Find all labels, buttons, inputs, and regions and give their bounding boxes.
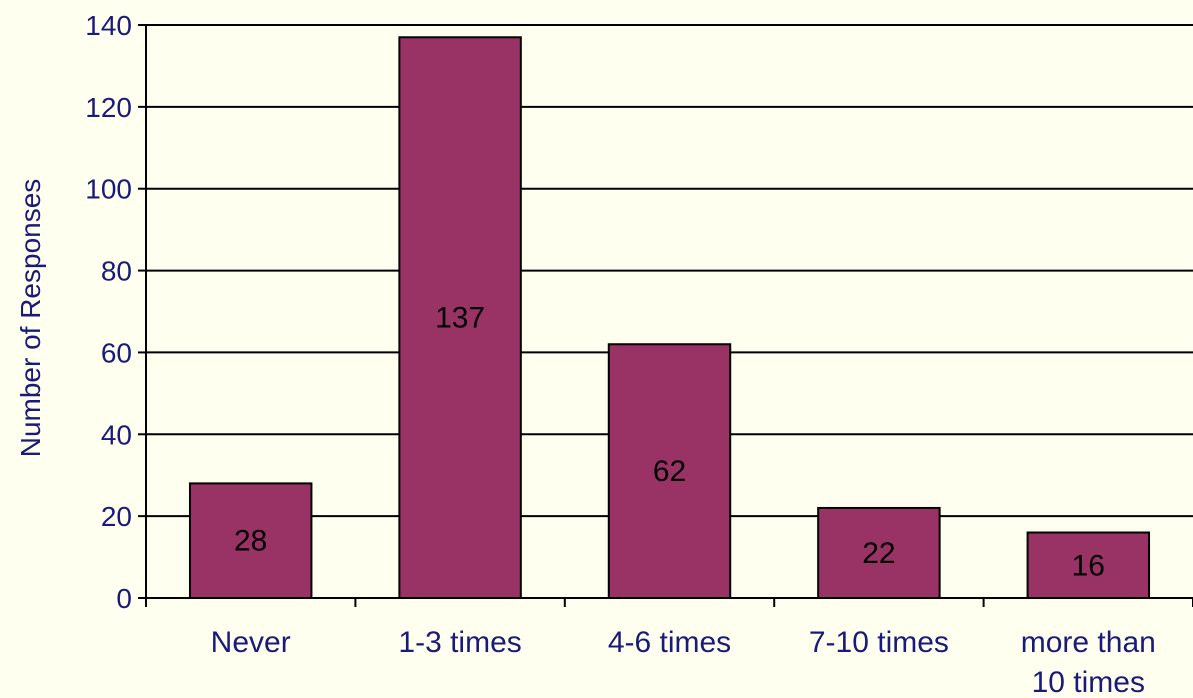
bars (188, 36, 1151, 600)
data-labels: 28 137 62 22 16 (234, 302, 1105, 583)
data-label: 62 (653, 455, 686, 488)
y-tick-label: 140 (85, 10, 132, 41)
data-label: 137 (435, 302, 485, 335)
x-category-label: 4-6 times (608, 626, 731, 659)
y-tick-label: 80 (101, 256, 132, 287)
x-category-labels: Never 1-3 times 4-6 times 7-10 times more th… (211, 626, 1156, 698)
x-category-label: more than (1021, 626, 1156, 659)
y-tick-label: 0 (116, 583, 132, 614)
x-category-label: Never (211, 626, 291, 659)
y-tick-label: 120 (85, 92, 132, 123)
y-tick-label: 100 (85, 174, 132, 205)
y-tick-label: 40 (101, 419, 132, 450)
data-label: 28 (234, 525, 267, 558)
x-category-label: 10 times (1032, 666, 1145, 698)
y-axis-title: Number of Responses (15, 179, 46, 458)
bar (398, 36, 522, 600)
y-tick-label: 60 (101, 337, 132, 368)
y-tick-label: 20 (101, 501, 132, 532)
bar (817, 506, 941, 600)
y-tick-labels: 0 20 40 60 80 100 120 140 (85, 10, 132, 614)
x-category-label: 7-10 times (809, 626, 949, 659)
bar (607, 343, 732, 599)
bar (1026, 531, 1151, 599)
axes (138, 24, 1193, 607)
data-label: 22 (862, 537, 895, 570)
data-label: 16 (1072, 549, 1105, 582)
x-category-label: 1-3 times (398, 626, 521, 659)
